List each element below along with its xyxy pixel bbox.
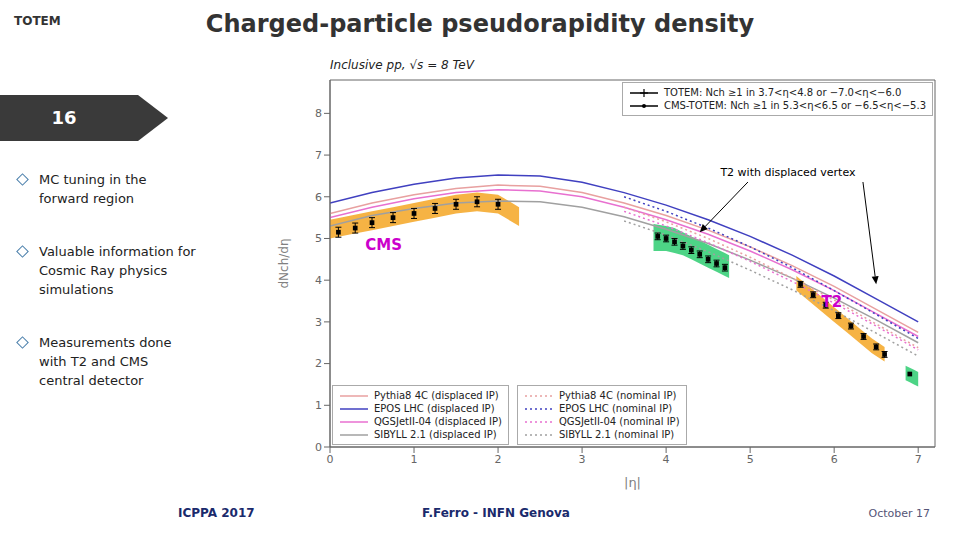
svg-text:2: 2	[495, 453, 502, 466]
html-text:ICPPA 2017: ICPPA 2017	[178, 506, 255, 520]
svg-text:4: 4	[315, 274, 322, 287]
svg-text:6: 6	[315, 191, 322, 204]
html-text:Valuable information for Cosmi: Valuable information for Cosmic Ray phys…	[39, 244, 196, 297]
svg-text:T2 with displaced vertex: T2 with displaced vertex	[719, 166, 856, 179]
html-text:F.Ferro - INFN Genova: F.Ferro - INFN Genova	[422, 506, 570, 520]
html-text:SIBYLL 2.1 (displaced IP): SIBYLL 2.1 (displaced IP)	[374, 429, 497, 440]
svg-text:4: 4	[663, 453, 670, 466]
html-text:TOTEM: Nch ≥1 in 3.7<η<4.8 or: TOTEM: Nch ≥1 in 3.7<η<4.8 or −7.0<η<−6.…	[663, 87, 902, 98]
html-text:MC tuning in the forward regio: MC tuning in the forward region	[39, 172, 147, 206]
svg-text:1: 1	[315, 399, 322, 412]
svg-text:dNch/dη: dNch/dη	[277, 238, 291, 288]
html-text:Charged-particle pseudorapidit: Charged-particle pseudorapidity density	[205, 10, 755, 38]
svg-text:T2: T2	[822, 293, 843, 311]
html-text:Pythia8 4C (nominal IP): Pythia8 4C (nominal IP)	[559, 390, 677, 401]
html-text:EPOS LHC (nominal IP): EPOS LHC (nominal IP)	[559, 403, 673, 414]
html-text:16: 16	[51, 107, 77, 128]
svg-text:8: 8	[315, 107, 322, 120]
html-text:October 17: October 17	[868, 507, 930, 520]
html-text:QGSJetII-04 (displaced IP): QGSJetII-04 (displaced IP)	[374, 416, 502, 427]
svg-text:1: 1	[411, 453, 418, 466]
svg-text:CMS: CMS	[365, 236, 402, 254]
svg-text:0: 0	[327, 453, 334, 466]
html-text:Pythia8 4C (displaced IP): Pythia8 4C (displaced IP)	[374, 390, 499, 401]
svg-text:7: 7	[315, 149, 322, 162]
svg-text:0: 0	[315, 441, 322, 454]
svg-text:7: 7	[915, 453, 922, 466]
html-text:TOTEM: TOTEM	[14, 14, 61, 28]
svg-text:2: 2	[315, 357, 322, 370]
html-text:Measurements done with T2 and: Measurements done with T2 and CMS centra…	[39, 335, 172, 388]
svg-text:6: 6	[831, 453, 838, 466]
svg-text:5: 5	[315, 232, 322, 245]
html-text:EPOS LHC (displaced IP): EPOS LHC (displaced IP)	[374, 403, 495, 414]
html-text:CMS-TOTEM: Nch ≥1 in 5.3<η<6.5: CMS-TOTEM: Nch ≥1 in 5.3<η<6.5 or −6.5<η…	[663, 100, 926, 111]
svg-text:5: 5	[747, 453, 754, 466]
html-text:SIBYLL 2.1 (nominal IP): SIBYLL 2.1 (nominal IP)	[559, 429, 675, 440]
svg-text:3: 3	[579, 453, 586, 466]
html-text:QGSJetII-04 (nominal IP): QGSJetII-04 (nominal IP)	[559, 416, 680, 427]
svg-text:|η|: |η|	[624, 475, 641, 490]
svg-text:3: 3	[315, 316, 322, 329]
html-text:Inclusive pp, √s = 8 TeV: Inclusive pp, √s = 8 TeV	[330, 58, 474, 72]
